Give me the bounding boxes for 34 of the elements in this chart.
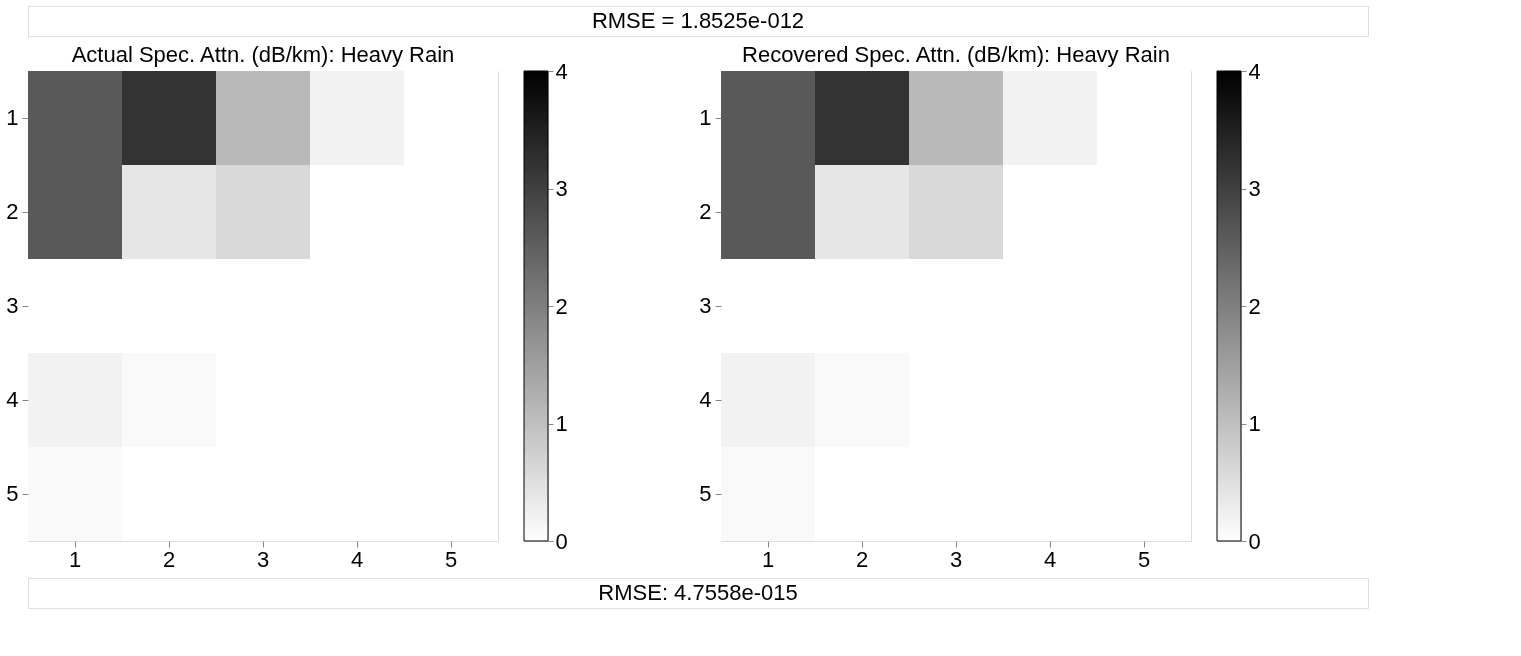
y-tick-label: 5 — [6, 481, 19, 506]
color-bar-label: 0 — [1248, 528, 1261, 554]
x-tick-label: 2 — [855, 546, 869, 572]
color-bar-label: 2 — [555, 293, 568, 319]
y-tick-label: 4 — [699, 387, 712, 412]
chart-title: Recovered Spec. Attn. (dB/km): Heavy Rain — [742, 42, 1170, 67]
chart-title: Actual Spec. Attn. (dB/km): Heavy Rain — [71, 42, 455, 67]
color-bar-label: 0 — [555, 528, 568, 554]
y-tick-label: 3 — [6, 293, 19, 318]
x-tick-label: 1 — [68, 546, 82, 572]
color-bar-label: 4 — [555, 58, 568, 84]
x-tick-label: 2 — [162, 546, 176, 572]
x-tick-label: 5 — [1137, 546, 1151, 572]
y-tick-label: 2 — [699, 199, 712, 224]
x-tick-label: 4 — [350, 546, 364, 572]
color-bar-label: 4 — [1248, 58, 1261, 84]
y-tick-label: 4 — [6, 387, 19, 412]
x-tick-label: 1 — [761, 546, 775, 572]
x-tick-label: 5 — [444, 546, 458, 572]
y-tick-label: 5 — [699, 481, 712, 506]
text: RMSE = 1.8525e-012 — [591, 8, 805, 33]
y-tick-label: 1 — [6, 105, 19, 130]
color-bar-label: 1 — [555, 411, 568, 436]
color-bar-label: 3 — [1248, 176, 1261, 201]
color-bar-label: 3 — [555, 176, 568, 201]
y-tick-label: 1 — [699, 105, 712, 130]
y-tick-label: 2 — [6, 199, 19, 224]
color-bar-label: 1 — [1248, 411, 1261, 436]
text: RMSE: 4.7558e-015 — [598, 580, 798, 605]
x-tick-label: 4 — [1043, 546, 1057, 572]
x-tick-label: 3 — [256, 546, 270, 572]
color-bar-label: 2 — [1248, 293, 1261, 319]
x-tick-label: 3 — [949, 546, 963, 572]
y-tick-label: 3 — [699, 293, 712, 318]
